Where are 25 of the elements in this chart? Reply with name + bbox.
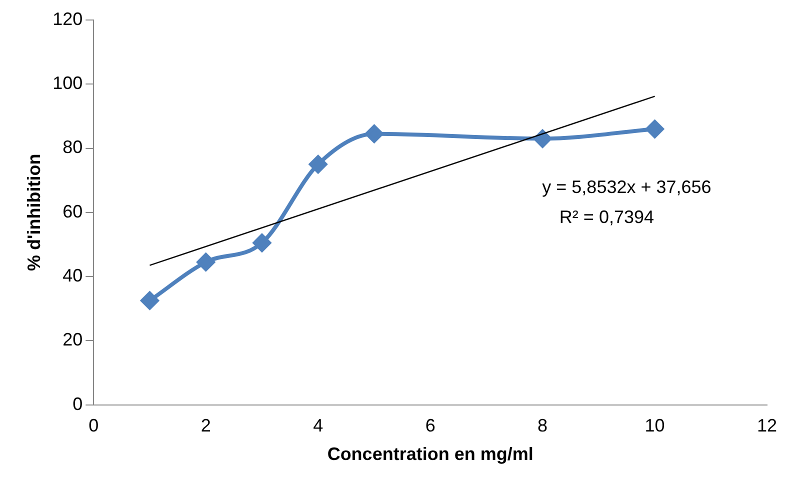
y-tick-label: 20 <box>62 330 83 350</box>
y-tick-label: 100 <box>52 73 83 94</box>
y-tick-label: 120 <box>52 8 83 29</box>
x-tick-label: 8 <box>538 416 548 436</box>
annotation: y = 5,8532x + 37,656 <box>542 177 712 198</box>
y-tick-label: 0 <box>72 394 83 414</box>
annotation: R² = 0,7394 <box>559 207 654 228</box>
y-tick-label: 40 <box>62 266 83 286</box>
x-axis-title: Concentration en mg/ml <box>327 444 534 464</box>
point <box>309 155 328 174</box>
x-tick-label: 10 <box>644 416 665 436</box>
point <box>534 130 552 148</box>
x-tick-label: 2 <box>200 416 211 436</box>
point <box>140 292 159 310</box>
x-tick-label: 4 <box>313 416 324 436</box>
point <box>646 120 664 138</box>
x-tick-label: 6 <box>425 416 436 436</box>
point <box>196 253 215 272</box>
y-tick-label: 80 <box>62 137 83 158</box>
x-tick-label: 0 <box>88 416 99 436</box>
y-tick-label: 60 <box>62 201 83 222</box>
point <box>252 234 271 252</box>
point <box>365 124 384 143</box>
y-axis-title: % d'inhibition <box>24 154 44 272</box>
x-tick-label: 12 <box>756 416 778 436</box>
